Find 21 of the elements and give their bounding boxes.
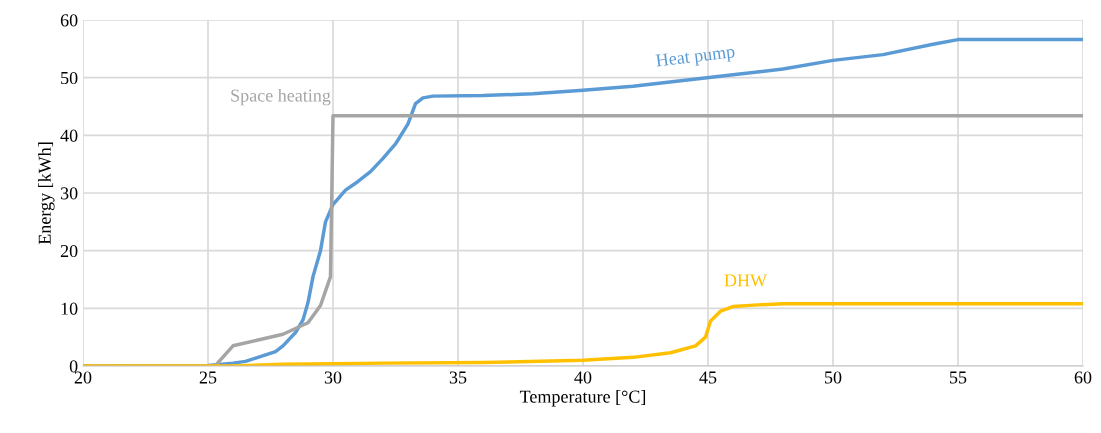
x-tick-label: 60 bbox=[1074, 371, 1092, 384]
y-tick-label: 60 bbox=[60, 14, 78, 27]
y-tick-label: 50 bbox=[61, 71, 78, 85]
x-tick-label: 40 bbox=[574, 371, 592, 384]
x-tick-label: 35 bbox=[449, 371, 467, 384]
x-tick-label: 50 bbox=[825, 371, 842, 384]
y-tick-label: 0 bbox=[69, 360, 78, 373]
x-tick-label: 25 bbox=[199, 371, 217, 384]
x-tick-label: 55 bbox=[950, 371, 967, 384]
y-tick-label: 30 bbox=[60, 187, 78, 200]
y-tick-label: 20 bbox=[60, 244, 78, 258]
x-tick-label: 20 bbox=[74, 371, 92, 384]
y-axis-title: Energy [kWh] bbox=[38, 142, 55, 245]
x-tick-label: 30 bbox=[324, 371, 342, 384]
y-tick-label: 40 bbox=[60, 129, 78, 142]
y-tick-label: 10 bbox=[61, 302, 78, 315]
series-label: DHW bbox=[724, 274, 768, 287]
x-axis-title: Temperature [°C] bbox=[519, 390, 646, 407]
text: Heat pump bbox=[655, 45, 736, 71]
series-label: Space heating bbox=[231, 88, 331, 106]
x-tick-label: 45 bbox=[699, 371, 717, 384]
